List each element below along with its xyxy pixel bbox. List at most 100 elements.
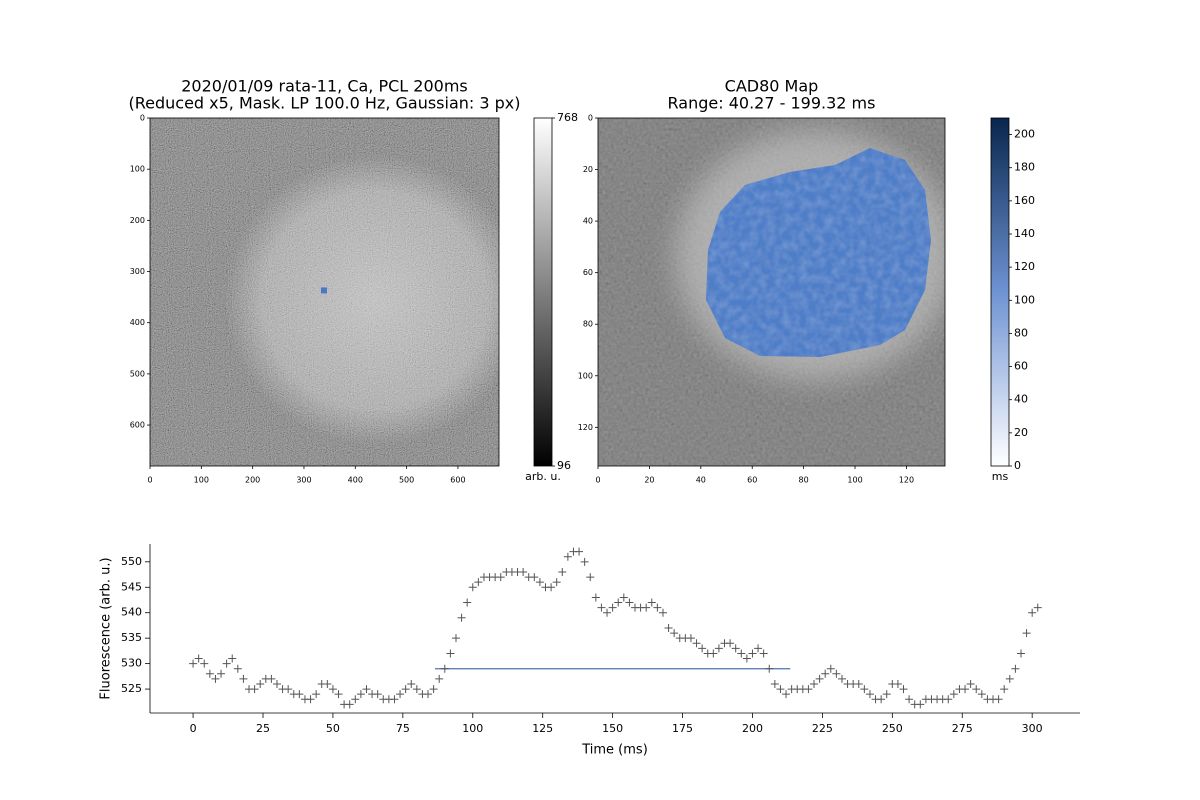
data-point — [686, 634, 695, 643]
data-point — [759, 649, 768, 658]
data-point — [250, 685, 259, 694]
data-point — [412, 685, 421, 694]
image-texture — [150, 118, 499, 466]
chart-subtitle: (Reduced x5, Mask. LP 100.0 Hz, Gaussian… — [128, 94, 520, 113]
data-point — [323, 679, 332, 688]
y-tick-label: 40 — [583, 217, 593, 226]
x-tick-label: 300 — [1022, 722, 1043, 735]
x-tick-label: 175 — [672, 722, 693, 735]
data-point — [1000, 685, 1009, 694]
data-point — [698, 644, 707, 653]
data-point — [865, 690, 874, 699]
data-point — [860, 685, 869, 694]
data-point — [737, 649, 746, 658]
y-tick-label: 540 — [121, 606, 142, 619]
x-tick-label: 100 — [847, 476, 862, 485]
data-point — [547, 583, 556, 592]
data-point — [328, 685, 337, 694]
y-tick-label: 0 — [140, 114, 145, 123]
data-point — [345, 700, 354, 709]
data-point — [770, 679, 779, 688]
data-point — [893, 679, 902, 688]
data-point — [810, 679, 819, 688]
data-point — [205, 669, 214, 678]
data-point — [239, 674, 248, 683]
y-tick-label: 100 — [130, 165, 145, 174]
x-tick-label: 500 — [399, 476, 414, 485]
data-point — [362, 685, 371, 694]
image-texture — [598, 118, 945, 466]
x-tick-label: 225 — [812, 722, 833, 735]
data-point — [765, 664, 774, 673]
y-tick-label: 600 — [130, 421, 145, 430]
data-point — [1022, 629, 1031, 638]
colorbar-tick-label: 140 — [1014, 227, 1035, 240]
y-tick-label: 530 — [121, 657, 142, 670]
y-tick-label: 545 — [121, 580, 142, 593]
data-point — [591, 593, 600, 602]
data-point — [575, 547, 584, 556]
x-tick-label: 80 — [799, 476, 809, 485]
y-tick-label: 200 — [130, 216, 145, 225]
data-point — [295, 690, 304, 699]
data-point — [189, 659, 198, 668]
y-tick-label: 20 — [583, 165, 593, 174]
x-tick-label: 100 — [462, 722, 483, 735]
colorbar-tick-label: 60 — [1014, 360, 1028, 373]
data-point — [580, 557, 589, 566]
data-point — [619, 593, 628, 602]
data-point — [994, 695, 1003, 704]
data-point — [1005, 674, 1014, 683]
data-point — [944, 695, 953, 704]
data-point — [267, 674, 276, 683]
data-point — [396, 690, 405, 699]
data-point — [664, 623, 673, 632]
colorbar-tick-label: 80 — [1014, 326, 1028, 339]
x-tick-label: 300 — [296, 476, 311, 485]
data-point — [463, 598, 472, 607]
data-point — [519, 567, 528, 576]
data-point — [530, 573, 539, 582]
data-point — [312, 690, 321, 699]
data-point — [222, 659, 231, 668]
data-point — [194, 654, 203, 663]
data-point — [1011, 664, 1020, 673]
data-point — [451, 634, 460, 643]
x-tick-label: 0 — [595, 476, 600, 485]
marker-point — [320, 287, 327, 294]
colorbar — [990, 117, 1010, 467]
data-point — [815, 674, 824, 683]
data-point — [373, 690, 382, 699]
data-point — [356, 690, 365, 699]
colorbar-tick-label: 120 — [1014, 260, 1035, 273]
data-point — [217, 669, 226, 678]
data-point — [731, 644, 740, 653]
x-tick-label: 150 — [602, 722, 623, 735]
y-tick-label: 60 — [583, 268, 593, 277]
data-point — [670, 629, 679, 638]
colorbar-label: arb. u. — [525, 470, 561, 483]
data-point — [837, 674, 846, 683]
data-point — [474, 578, 483, 587]
data-point — [272, 679, 281, 688]
x-tick-label: 125 — [532, 722, 553, 735]
x-tick-label: 25 — [256, 722, 270, 735]
data-point — [854, 679, 863, 688]
y-tick-label: 525 — [121, 682, 142, 695]
axes-frame — [597, 117, 946, 467]
data-point — [804, 685, 813, 694]
y-tick-label: 550 — [121, 555, 142, 568]
data-point — [435, 674, 444, 683]
data-point — [748, 649, 757, 658]
data-point — [614, 598, 623, 607]
data-point — [877, 695, 886, 704]
data-point — [882, 690, 891, 699]
data-point — [742, 654, 751, 663]
data-point — [233, 664, 242, 673]
data-point — [468, 583, 477, 592]
data-point — [726, 639, 735, 648]
data-point — [653, 603, 662, 612]
data-point — [1016, 649, 1025, 658]
data-point — [586, 573, 595, 582]
